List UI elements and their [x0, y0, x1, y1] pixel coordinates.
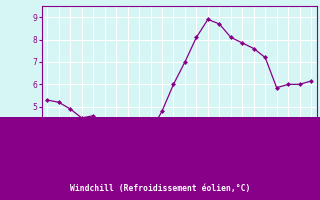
- Text: Windchill (Refroidissement éolien,°C): Windchill (Refroidissement éolien,°C): [70, 186, 250, 194]
- Text: Windchill (Refroidissement éolien,°C): Windchill (Refroidissement éolien,°C): [70, 184, 250, 193]
